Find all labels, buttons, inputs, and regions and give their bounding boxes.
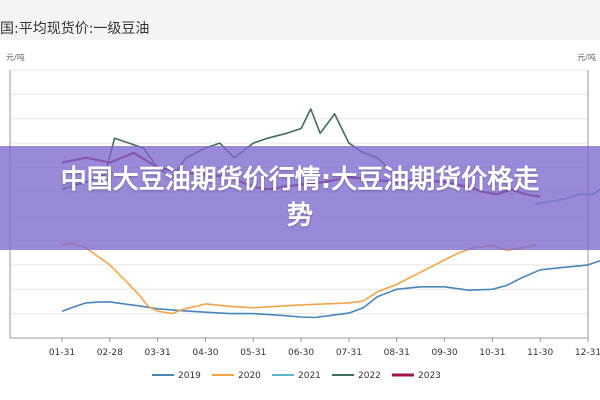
legend-label-2022: 2022 bbox=[358, 371, 381, 381]
x-tick-label: 04-30 bbox=[192, 348, 218, 358]
left-unit-label: 元/吨 bbox=[6, 53, 25, 62]
x-tick-label: 01-31 bbox=[49, 348, 75, 358]
legend-label-2023: 2023 bbox=[418, 371, 441, 381]
title-banner: 中国大豆油期货价行情:大豆油期货价格走势 bbox=[0, 146, 600, 250]
x-tick-label: 03-31 bbox=[145, 348, 171, 358]
x-tick-labels: 01-31 02-28 03-31 04-30 05-31 06-30 07-31 08-31… bbox=[49, 348, 600, 358]
x-tick-label: 11-30 bbox=[527, 348, 553, 358]
series-line-2020 bbox=[61, 242, 536, 315]
series-line-2019 bbox=[61, 259, 600, 319]
x-tick-label: 02-28 bbox=[97, 348, 123, 358]
x-tick-label: 06-30 bbox=[288, 348, 314, 358]
legend-label-2021: 2021 bbox=[298, 371, 321, 381]
legend-label-2020: 2020 bbox=[238, 371, 261, 381]
x-tick-label: 10-31 bbox=[479, 348, 505, 358]
chart-legend: 2019 2020 2021 2022 2023 bbox=[152, 371, 441, 381]
x-tick-label: 12-31 bbox=[575, 348, 600, 358]
banner-title: 中国大豆油期货价行情:大豆油期货价格走势 bbox=[60, 165, 540, 231]
chart-header bbox=[0, 0, 600, 40]
x-tick-label: 07-31 bbox=[336, 348, 362, 358]
x-tick-label: 08-31 bbox=[384, 348, 410, 358]
right-unit-label: 元/吨 bbox=[577, 53, 596, 62]
x-tick-label: 09-30 bbox=[431, 348, 457, 358]
legend-label-2019: 2019 bbox=[178, 371, 201, 381]
x-tick-label: 05-31 bbox=[240, 348, 266, 358]
chart-title: 国:平均现货价:一级豆油 bbox=[0, 21, 150, 37]
